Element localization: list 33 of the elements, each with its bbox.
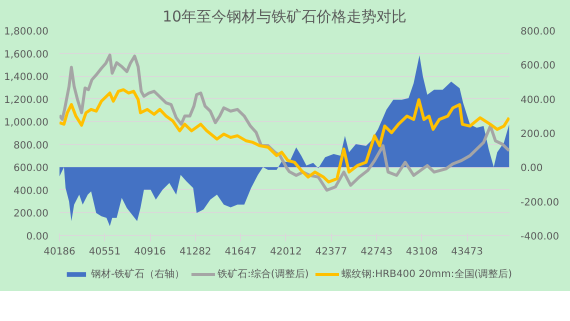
legend-label: 钢材-铁矿石（右轴） bbox=[90, 268, 185, 281]
y-tick-label: 800.00 bbox=[14, 140, 49, 152]
x-tick-label: 42743 bbox=[360, 246, 392, 258]
x-tick-label: 40551 bbox=[88, 246, 121, 258]
legend-label: 螺纹钢:HRB400 20mm:全国(调整后) bbox=[342, 268, 512, 281]
y-tick-label: 1,400.00 bbox=[4, 72, 48, 84]
x-tick-label: 40916 bbox=[134, 246, 166, 258]
x-tick-label: 40186 bbox=[44, 246, 76, 258]
line-series bbox=[60, 88, 510, 184]
y2-tick-label: 800.00 bbox=[520, 26, 556, 38]
y-tick-label: 400.00 bbox=[14, 186, 49, 197]
y2-tick-label: 200.00 bbox=[520, 129, 556, 140]
y-tick-label: 1,000.00 bbox=[4, 118, 48, 129]
y-tick-label: 0.00 bbox=[26, 232, 48, 242]
line-series bbox=[60, 54, 510, 192]
y-tick-label: 1,800.00 bbox=[4, 26, 48, 38]
y2-tick-label: 400.00 bbox=[520, 94, 556, 106]
y2-tick-label: 600.00 bbox=[520, 60, 556, 72]
x-tick-label: 43473 bbox=[451, 246, 483, 258]
x-tick-label: 42012 bbox=[270, 246, 302, 258]
y-tick-label: 1,600.00 bbox=[4, 49, 48, 60]
y-tick-label: 600.00 bbox=[14, 163, 49, 174]
y2-tick-label: -200.00 bbox=[520, 197, 560, 208]
y2-tick-label: 0.00 bbox=[520, 163, 543, 174]
x-tick-label: 41282 bbox=[180, 246, 212, 258]
x-tick-label: 42377 bbox=[315, 246, 348, 258]
y-tick-label: 200.00 bbox=[14, 208, 49, 220]
x-tick-label: 41647 bbox=[224, 246, 257, 258]
x-tick-label: 43108 bbox=[406, 246, 438, 258]
y2-tick-label: -400.00 bbox=[520, 232, 560, 242]
y-tick-label: 1,200.00 bbox=[4, 94, 48, 106]
chart-title: 10年至今钢材与铁矿石价格走势对比 bbox=[162, 8, 407, 26]
legend-label: 铁矿石:综合(调整后) bbox=[218, 268, 309, 281]
